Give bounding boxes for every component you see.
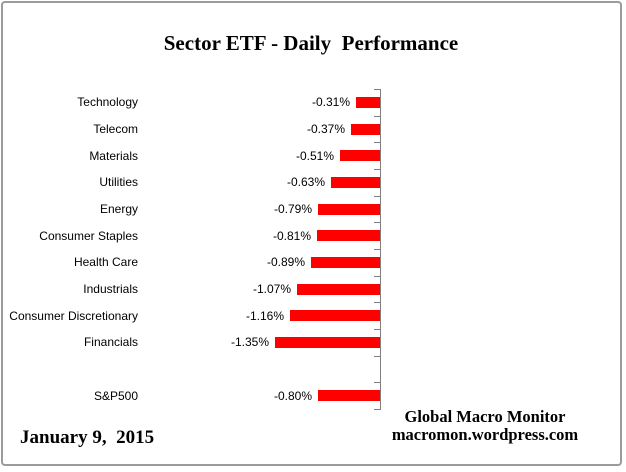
axis-tick bbox=[374, 249, 381, 250]
category-label: Industrials bbox=[83, 282, 138, 296]
axis-tick bbox=[374, 382, 381, 383]
chart-title: Sector ETF - Daily Performance bbox=[163, 31, 459, 55]
date-label: January 9, 2015 bbox=[20, 427, 155, 448]
value-label: -1.16% bbox=[245, 309, 284, 323]
value-label: -1.07% bbox=[252, 282, 291, 296]
category-label: Health Care bbox=[73, 255, 138, 269]
axis-tick bbox=[374, 276, 381, 277]
value-label: -0.81% bbox=[272, 229, 311, 243]
axis-tick bbox=[374, 169, 381, 170]
axis-tick bbox=[374, 196, 381, 197]
source-credit: Global Macro Monitor macromon.wordpress.… bbox=[385, 408, 585, 444]
axis-tick bbox=[374, 142, 381, 143]
bar bbox=[331, 177, 380, 188]
axis-tick bbox=[374, 116, 381, 117]
bar bbox=[356, 97, 380, 108]
chart-frame bbox=[1, 1, 622, 466]
bar bbox=[311, 257, 380, 268]
value-label: -1.35% bbox=[230, 335, 269, 349]
value-label: -0.31% bbox=[311, 95, 350, 109]
bar bbox=[290, 310, 380, 321]
category-label: Technology bbox=[77, 95, 138, 109]
bar bbox=[275, 337, 380, 348]
bar bbox=[318, 204, 380, 215]
bar bbox=[340, 150, 380, 161]
value-label: -0.89% bbox=[266, 255, 305, 269]
category-label: Financials bbox=[83, 335, 138, 349]
axis-tick bbox=[374, 89, 381, 90]
category-label: Telecom bbox=[93, 122, 138, 136]
axis-tick bbox=[374, 356, 381, 357]
bar bbox=[351, 124, 380, 135]
source-url: macromon.wordpress.com bbox=[391, 425, 579, 444]
category-label: Utilities bbox=[99, 175, 138, 189]
axis-tick bbox=[374, 302, 381, 303]
category-label: Consumer Staples bbox=[39, 229, 138, 243]
bar bbox=[318, 390, 380, 401]
bar bbox=[297, 284, 380, 295]
category-label: Energy bbox=[99, 202, 138, 216]
value-label: -0.37% bbox=[306, 122, 345, 136]
value-label: -0.80% bbox=[273, 389, 312, 403]
value-label: -0.79% bbox=[273, 202, 312, 216]
axis-tick bbox=[374, 222, 381, 223]
axis-tick bbox=[374, 409, 381, 410]
category-label: S&P500 bbox=[93, 389, 138, 403]
category-label: Consumer Discretionary bbox=[9, 309, 138, 323]
bar bbox=[317, 230, 380, 241]
category-label: Materials bbox=[89, 149, 138, 163]
value-label: -0.51% bbox=[295, 149, 334, 163]
axis-tick bbox=[374, 329, 381, 330]
source-name: Global Macro Monitor bbox=[404, 407, 566, 426]
value-label: -0.63% bbox=[286, 175, 325, 189]
